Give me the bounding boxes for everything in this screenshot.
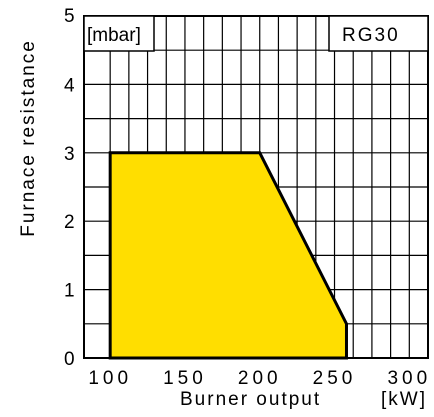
y-tick-label: 5 bbox=[64, 6, 75, 27]
y-tick-label: 1 bbox=[64, 281, 75, 302]
operating-range-area bbox=[108, 151, 348, 360]
model-label-box bbox=[328, 15, 429, 52]
y-axis-label: Furnace resistance bbox=[18, 39, 39, 237]
x-unit-label: [kW] bbox=[381, 389, 427, 410]
y-tick-label: 3 bbox=[64, 144, 75, 165]
y-tick-label: 2 bbox=[64, 212, 75, 233]
unit-label-box bbox=[83, 15, 155, 52]
x-tick-label: 200 bbox=[238, 368, 282, 389]
x-tick-labels: 100 150 200 250 300 bbox=[88, 368, 431, 389]
x-tick-label: 150 bbox=[163, 368, 207, 389]
model-label: RG30 bbox=[342, 25, 400, 46]
x-tick-label: 300 bbox=[387, 368, 431, 389]
x-axis-label: Burner output bbox=[180, 389, 321, 410]
y-tick-label: 0 bbox=[64, 349, 75, 370]
y-tick-labels: 0 1 2 3 4 5 bbox=[64, 6, 75, 370]
y-tick-label: 4 bbox=[64, 75, 75, 96]
unit-label: [mbar] bbox=[87, 25, 141, 46]
x-tick-label: 250 bbox=[313, 368, 357, 389]
plot-border bbox=[83, 15, 429, 359]
x-tick-label: 100 bbox=[88, 368, 132, 389]
